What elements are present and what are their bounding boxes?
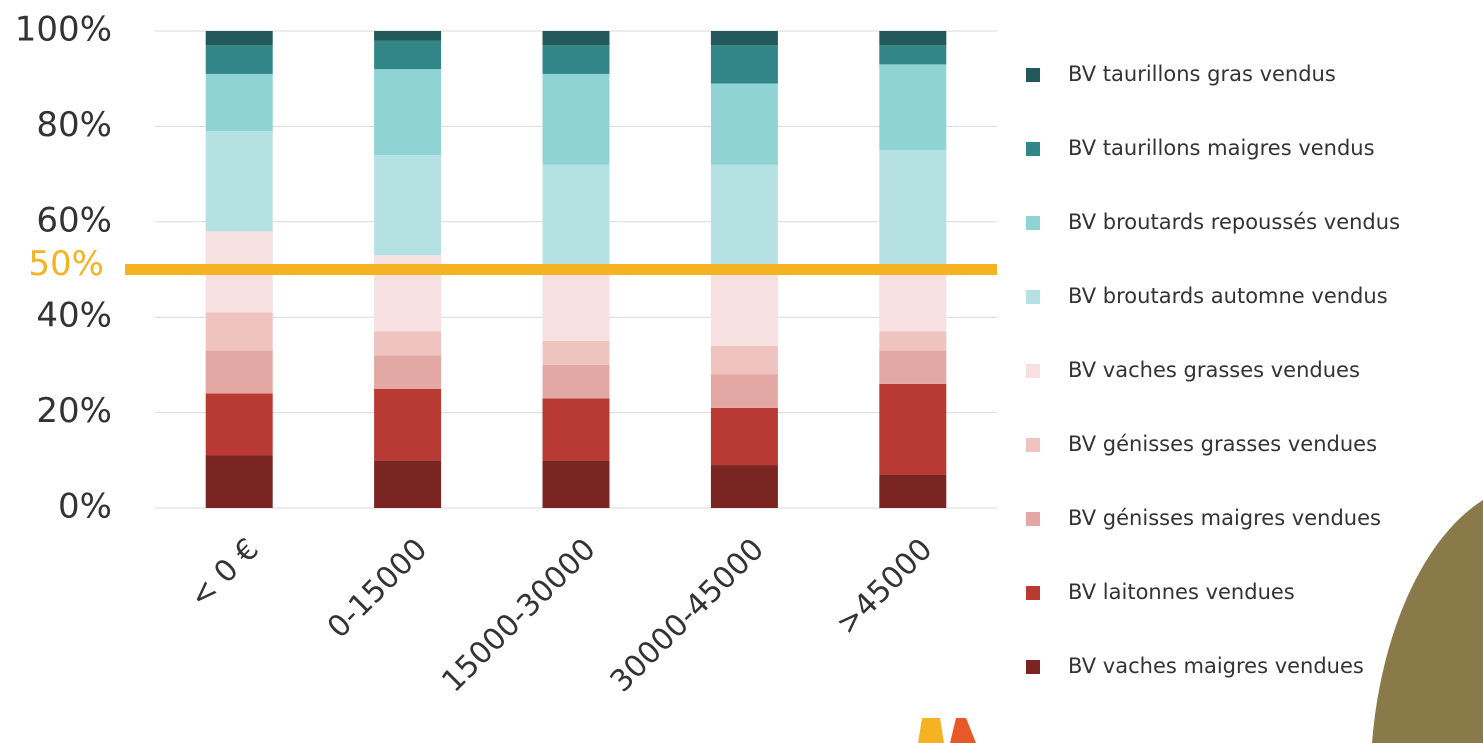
bar-segment <box>205 350 273 394</box>
bar-segment <box>205 455 273 508</box>
legend-label: BV vaches grasses vendues <box>1068 358 1360 382</box>
legend-label: BV génisses maigres vendues <box>1068 506 1381 530</box>
bar-segment <box>374 31 442 41</box>
legend-swatch <box>1026 142 1040 156</box>
x-tick-label: 15000-30000 <box>435 532 602 699</box>
bar-segment <box>710 83 778 165</box>
bar-segment <box>205 73 273 132</box>
bar-segment <box>879 331 947 351</box>
y-tick-label: 20% <box>36 391 112 431</box>
bar-segment <box>374 388 442 461</box>
legend-swatch <box>1026 290 1040 304</box>
x-tick-label: 0-15000 <box>321 532 434 645</box>
bar-segment <box>374 69 442 156</box>
legend-label: BV vaches maigres vendues <box>1068 654 1364 678</box>
bar-segment <box>542 398 610 461</box>
legend-swatch <box>1026 216 1040 230</box>
bar-segment <box>542 164 610 270</box>
bar-segment <box>542 45 610 74</box>
bar-segment <box>205 393 273 456</box>
bar-segment <box>374 460 442 508</box>
bar-segment <box>205 131 273 232</box>
legend-swatch <box>1026 438 1040 452</box>
bar-segment <box>205 312 273 351</box>
bar-segment <box>710 374 778 408</box>
legend-label: BV laitonnes vendues <box>1068 580 1295 604</box>
bar-segment <box>710 269 778 346</box>
legend-swatch <box>1026 660 1040 674</box>
legend-swatch <box>1026 512 1040 526</box>
bar-segment <box>374 331 442 356</box>
x-tick-label: >45000 <box>829 532 939 642</box>
bar-segment <box>374 155 442 256</box>
bar-segment <box>710 45 778 84</box>
reference-label: 50% <box>28 244 104 284</box>
bar-segment <box>879 150 947 270</box>
bar-segment <box>542 31 610 46</box>
bar-segment <box>542 341 610 365</box>
legend-label: BV taurillons gras vendus <box>1068 62 1336 86</box>
x-tick-label: 30000-45000 <box>604 532 771 699</box>
bar-segment <box>542 364 610 399</box>
logo-decoration <box>918 718 944 743</box>
logo-decoration <box>950 718 976 743</box>
bar-segment <box>710 164 778 270</box>
legend-swatch <box>1026 586 1040 600</box>
bar-segment <box>710 465 778 508</box>
bar-segment <box>542 460 610 508</box>
bar-segment <box>879 350 947 384</box>
bar-segment <box>879 31 947 46</box>
bar-segment <box>542 269 610 342</box>
legend-swatch <box>1026 68 1040 82</box>
legend-label: BV broutards automne vendus <box>1068 284 1388 308</box>
bar-segment <box>879 269 947 332</box>
bar-segment <box>879 474 947 508</box>
bar-segment <box>710 31 778 46</box>
bar-segment <box>205 31 273 46</box>
y-tick-label: 80% <box>36 105 112 145</box>
y-tick-label: 60% <box>36 200 112 240</box>
legend-swatch <box>1026 364 1040 378</box>
bar-segment <box>542 73 610 165</box>
bar-segment <box>879 383 947 475</box>
bar-segment <box>374 355 442 389</box>
legend-label: BV broutards repoussés vendus <box>1068 210 1400 234</box>
bar-segment <box>710 407 778 466</box>
legend-label: BV taurillons maigres vendus <box>1068 136 1375 160</box>
bar-segment <box>374 40 442 70</box>
x-tick-label: < 0 € <box>183 532 266 615</box>
y-tick-label: 0% <box>58 487 112 527</box>
photo-decoration <box>1372 500 1483 743</box>
bar-segment <box>710 345 778 375</box>
y-tick-label: 100% <box>15 10 112 50</box>
bar-segment <box>205 45 273 74</box>
bar-segment <box>879 45 947 65</box>
y-tick-label: 40% <box>36 296 112 336</box>
legend-label: BV génisses grasses vendues <box>1068 432 1377 456</box>
bar-segment <box>879 64 947 151</box>
